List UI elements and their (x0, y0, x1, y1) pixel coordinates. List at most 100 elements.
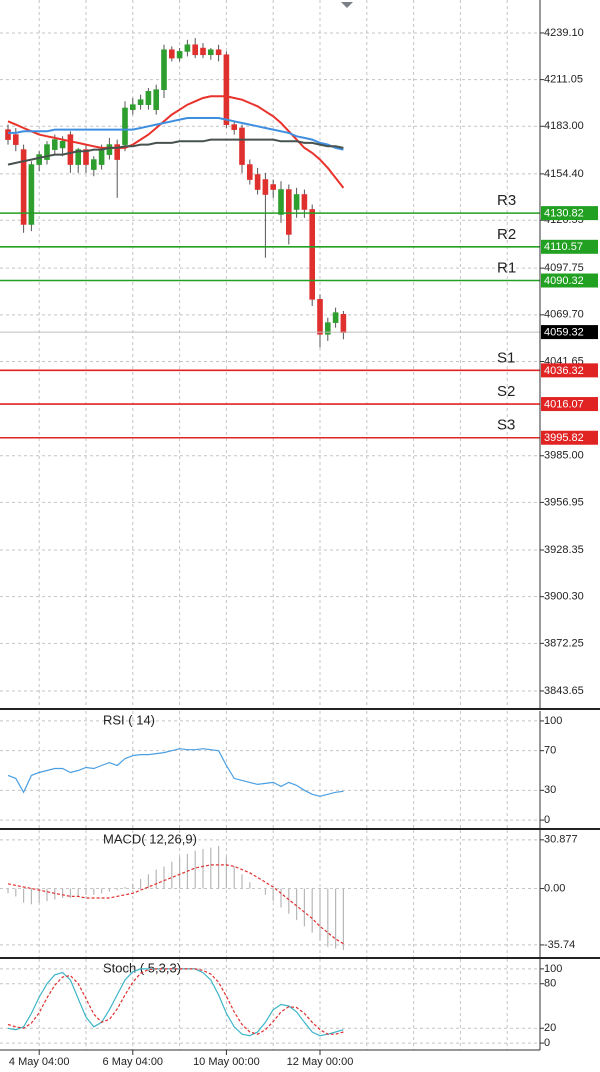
x-tick-label: 6 May 04:00 (103, 1056, 164, 1068)
candle-body (270, 184, 277, 190)
last-price-label: 4059.32 (544, 326, 584, 338)
candle-body (28, 164, 35, 225)
y-tick-label: 4239.10 (544, 27, 584, 39)
candle-body (208, 49, 214, 56)
level-name: R1 (497, 259, 516, 276)
candle-body (262, 179, 269, 195)
level-value: 4130.82 (544, 208, 584, 220)
indicator-line (7, 748, 344, 797)
candle-body (293, 194, 300, 210)
y-tick-label: 3956.95 (544, 496, 584, 508)
level-box (541, 206, 598, 221)
candle-body (332, 312, 339, 323)
scroll-marker (341, 2, 353, 8)
candle-body (114, 144, 120, 160)
candle-body (106, 144, 113, 155)
candle-body (51, 139, 58, 150)
indicator-title: MACD( 12,26,9) (103, 831, 197, 846)
grid-layer (0, 0, 540, 1050)
candle-body (5, 129, 11, 140)
candle-body (75, 149, 81, 165)
indicator-line (7, 968, 344, 1035)
y-tick-label: 70 (544, 745, 556, 757)
candle-body (317, 299, 323, 335)
y-tick-label: 4097.75 (544, 262, 584, 274)
candle-body (83, 149, 89, 165)
level-name: S1 (497, 349, 515, 366)
level-box (541, 273, 598, 288)
indicator-title: Stoch ( 5,3,3) (103, 960, 181, 975)
candle-body (176, 51, 183, 59)
candle-body (223, 54, 230, 125)
candle-body (324, 322, 331, 335)
level-value: 4036.32 (544, 365, 584, 377)
y-tick-label: 4211.05 (544, 74, 583, 86)
moving-average (8, 117, 344, 151)
level-name: R3 (497, 192, 516, 209)
y-tick-label: 3872.25 (544, 637, 584, 649)
level-name: S3 (497, 417, 515, 434)
y-tick-label: 4069.70 (544, 309, 584, 321)
candle-body (98, 149, 105, 165)
x-tick-label: 4 May 04:00 (9, 1056, 70, 1068)
indicator-title: RSI ( 14) (103, 712, 155, 727)
level-box (541, 239, 598, 254)
level-value: 4110.57 (544, 241, 583, 253)
y-tick-label: 3985.00 (544, 450, 584, 462)
moving-average (7, 95, 345, 189)
y-tick-label: 4154.40 (544, 168, 584, 180)
y-tick-label: 3900.30 (544, 591, 584, 603)
y-tick-label: 3928.35 (544, 544, 584, 556)
y-tick-label: 4183.00 (544, 120, 584, 132)
candle-body (44, 144, 50, 160)
candle-body (67, 134, 74, 165)
candle-body (200, 47, 206, 56)
candle-body (153, 89, 159, 110)
candle-body (91, 159, 97, 170)
level-value: 4090.32 (544, 275, 584, 287)
y-tick-label: 0 (544, 814, 550, 826)
level-value: 4016.07 (544, 398, 584, 410)
x-tick-label: 12 May 00:00 (287, 1056, 354, 1068)
candle-body (192, 44, 198, 56)
candle-body (184, 44, 191, 52)
candle-body (285, 189, 292, 235)
candle-body (231, 124, 237, 130)
candle-body (145, 91, 152, 105)
level-name: S2 (497, 383, 515, 400)
level-box (541, 397, 598, 412)
candle-body (215, 49, 222, 56)
x-tick-label: 10 May 00:00 (193, 1056, 260, 1068)
candle-body (278, 189, 284, 215)
candle-body (301, 194, 308, 210)
y-tick-label: 0.00 (544, 882, 565, 894)
candle-body (169, 49, 175, 59)
y-tick-label: 0 (544, 1037, 550, 1049)
candle-body (20, 149, 27, 225)
candle-body (36, 154, 43, 165)
y-tick-label: 30.877 (544, 834, 578, 846)
candle-body (130, 104, 136, 110)
level-name: R2 (497, 226, 516, 243)
candle-body (13, 134, 19, 145)
y-tick-label: -35.74 (544, 939, 575, 951)
candle-body (137, 99, 144, 105)
macd-signal (7, 864, 344, 945)
y-tick-label: 100 (544, 715, 562, 727)
candle-body (122, 107, 128, 145)
y-tick-label: 30 (544, 784, 556, 796)
candle-body (247, 164, 253, 180)
candle-body (239, 127, 245, 165)
last-price-box (541, 325, 598, 340)
y-tick-label: 3843.65 (544, 685, 584, 697)
moving-average (7, 138, 344, 166)
level-value: 3995.82 (544, 432, 584, 444)
y-tick-label: 80 (544, 978, 556, 990)
level-box (541, 430, 598, 445)
candle-body (59, 140, 66, 149)
y-tick-label: 20 (544, 1022, 556, 1034)
candle-body (161, 49, 167, 90)
